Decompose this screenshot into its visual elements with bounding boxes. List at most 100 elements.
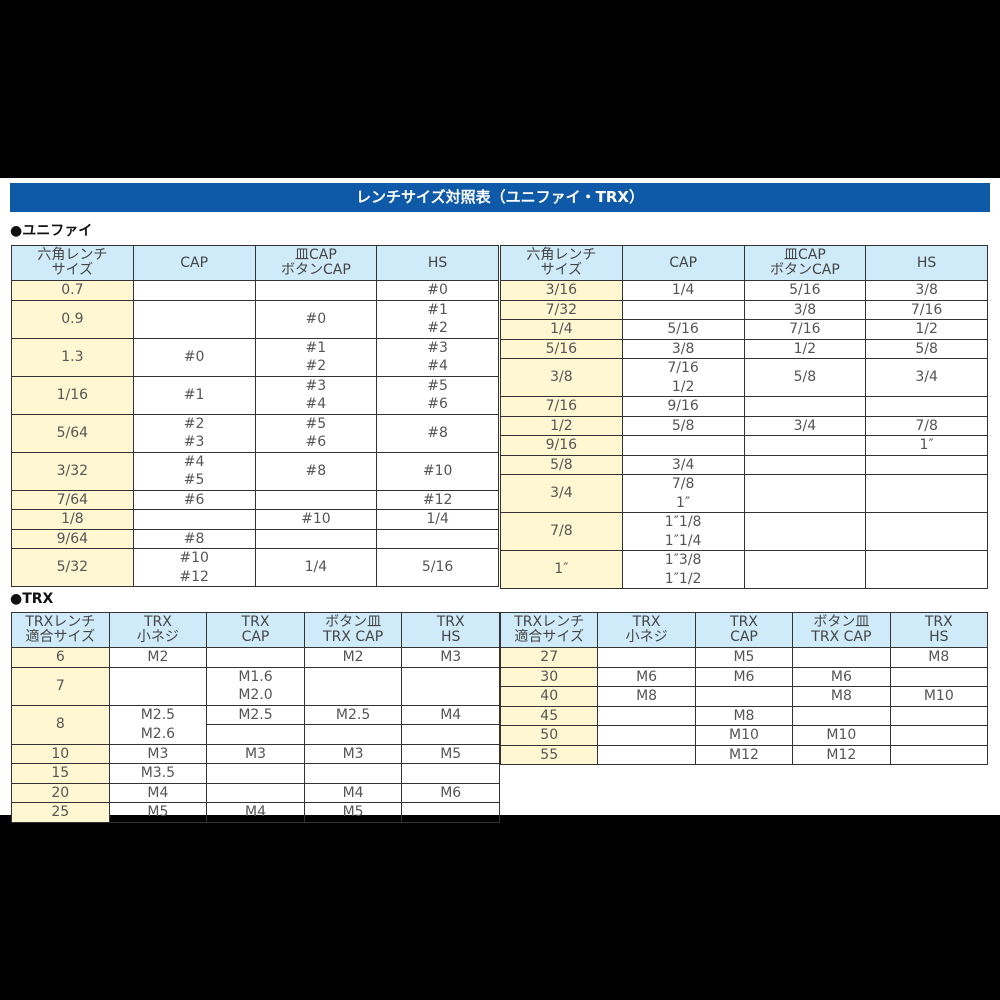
table-row: 55 M12 M12 (499, 744, 989, 765)
column-header: 六角レンチ サイズ (11, 245, 134, 281)
value-cell (376, 528, 499, 549)
cell-value: M3.5 (140, 765, 176, 781)
size-cell: 50 (499, 725, 599, 746)
value-cell: M2 (303, 647, 403, 668)
cell-value: #10 (422, 462, 453, 479)
value-cell (132, 299, 256, 339)
value-cell (865, 550, 988, 589)
cell-value: M8 (636, 688, 658, 704)
table-row: 7/8 1″1/8 1″1/4 (500, 512, 988, 551)
value-cell: M5 (108, 802, 208, 823)
cell-value: 1″1/4 (664, 532, 702, 549)
size-cell: 8 (11, 704, 110, 745)
table-row: 5/8 3/4 (500, 454, 988, 475)
size-cell: 0.9 (11, 299, 134, 339)
cell-value: 20 (51, 784, 70, 801)
cell-value: #2 (183, 415, 205, 432)
table-row: 3/16 1/4 5/16 3/8 (500, 280, 988, 301)
value-cell (889, 725, 989, 746)
value-cell: 7/16 (743, 319, 867, 340)
value-cell (743, 396, 867, 417)
cell-value: 7/16 (910, 301, 943, 318)
header-row: TRXレンチ 適合サイズ TRX 小ネジ TRX CAP ボタン皿 TRX CAP TRX HS (11, 612, 500, 648)
value-cell: #6 (132, 489, 256, 510)
value-cell: #5 #6 (254, 413, 378, 453)
cell-value: #10 (179, 550, 209, 566)
cell-value: 9/16 (667, 398, 699, 414)
cell-value: 1″ (919, 437, 934, 453)
value-cell: #1 #2 (254, 337, 378, 377)
value-cell (254, 528, 378, 549)
value-cell: 1/4 (254, 548, 378, 587)
table-row: 1/2 5/8 3/4 7/8 (500, 415, 988, 436)
cell-value: 3/32 (56, 462, 89, 479)
cell-value: 7/64 (56, 491, 89, 508)
cell-value: 1″ (554, 561, 569, 578)
cell-value: M3 (440, 649, 462, 665)
table-row: 0.9 #0 #1 #2 (11, 299, 499, 339)
column-header-line: ボタンCAP (769, 262, 840, 278)
cell-value: M2.6 (140, 725, 176, 742)
size-cell: 5/8 (500, 454, 623, 475)
column-header-line: TRX (241, 614, 270, 630)
size-cell: 45 (499, 705, 599, 726)
cell-value: 7/16 (789, 321, 821, 337)
size-cell: 1/2 (500, 415, 623, 436)
value-cell: #4 #5 (132, 451, 256, 491)
cell-value: 7/16 (545, 398, 578, 414)
value-cell: 5/8 (865, 338, 988, 359)
column-header: TRXレンチ 適合サイズ (11, 612, 110, 648)
cell-value: 1/2 (915, 321, 938, 337)
cell-value: 5/16 (421, 559, 454, 576)
column-header-line: TRX CAP (811, 629, 872, 645)
value-cell: M6 (792, 666, 891, 687)
value-cell (694, 686, 794, 707)
value-cell: 5/8 (743, 358, 867, 397)
column-header: 皿CAP ボタンCAP (743, 245, 867, 281)
value-cell: 7/8 (865, 415, 988, 436)
table-row: 7/64 #6 #12 (11, 489, 499, 510)
header-row: 六角レンチ サイズ CAP 皿CAP ボタンCAP HS (500, 245, 988, 281)
cell-value: 1″3/8 (664, 552, 702, 568)
cell-value: M4 (147, 784, 169, 801)
value-cell: 3/8 (621, 338, 745, 359)
cell-value (866, 522, 987, 541)
cell-value (256, 491, 377, 510)
table-row: 0.7 #0 (11, 280, 499, 301)
cell-value: M6 (733, 668, 755, 685)
cell-value: #4 (427, 358, 448, 374)
cell-value: 7/8 (550, 523, 573, 540)
table-row: 9/16 1″ (500, 435, 988, 456)
cell-value (793, 707, 889, 726)
cell-value (598, 746, 694, 765)
size-cell: 5/32 (11, 548, 134, 587)
cell-value: #8 (427, 424, 448, 441)
cell-value: #8 (305, 462, 327, 479)
table-row: 7/32 3/8 7/16 (500, 299, 988, 320)
cell-value: 1″1/8 (664, 514, 702, 530)
trx-table-left: TRXレンチ 適合サイズ TRX 小ネジ TRX CAP ボタン皿 TRX CAP TRX HS 6… (11, 612, 500, 823)
value-cell (621, 299, 745, 320)
cell-value: M3 (147, 745, 169, 762)
cell-value: 7/8 (671, 476, 695, 492)
size-cell: 9/16 (500, 435, 623, 456)
cell-value: 1.3 (61, 348, 84, 365)
value-cell (865, 512, 988, 551)
cell-value (891, 726, 987, 745)
value-cell (743, 474, 867, 513)
column-header-line: CAP (241, 629, 270, 645)
value-cell: 3/4 (865, 358, 988, 397)
cell-value (402, 803, 499, 822)
cell-value: #1 (305, 339, 327, 356)
value-cell (597, 725, 696, 746)
trx-table-right: TRXレンチ 適合サイズ TRX 小ネジ TRX CAP ボタン皿 TRX CAP TRX HS 2… (499, 612, 989, 765)
value-cell: M2.5 (206, 704, 305, 745)
value-cell (743, 512, 867, 551)
value-cell: M3 (401, 647, 500, 668)
cell-value: 3/4 (550, 485, 573, 502)
value-cell: #8 (254, 451, 378, 491)
cell-value: 0.9 (61, 310, 84, 327)
value-cell (303, 666, 403, 706)
cell-value: 3/8 (915, 282, 938, 298)
column-header-line: HS (440, 629, 461, 645)
